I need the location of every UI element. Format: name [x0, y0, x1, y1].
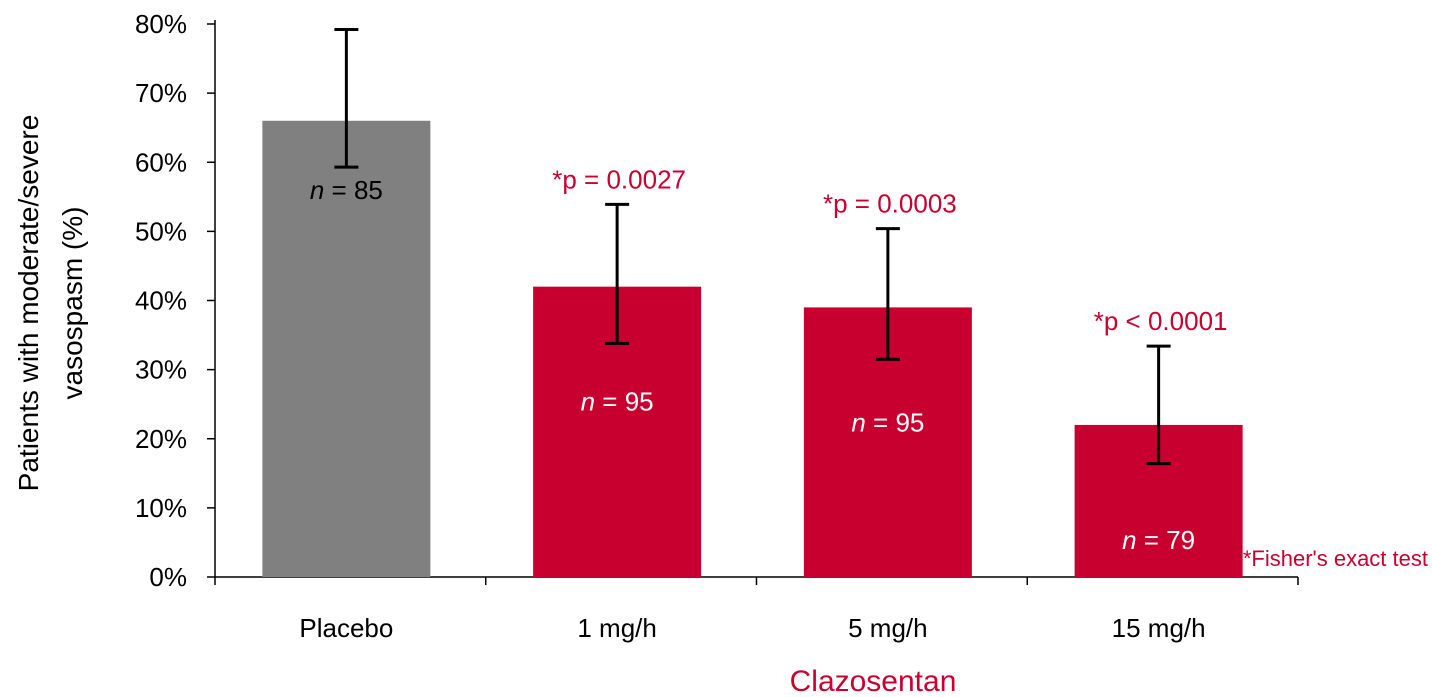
n-value: = 85 — [324, 175, 383, 205]
p-value-label: *p < 0.0001 — [1094, 306, 1228, 336]
category-label: 1 mg/h — [577, 613, 657, 643]
n-symbol: n — [581, 387, 595, 417]
n-value: = 95 — [595, 387, 654, 417]
bars — [262, 120, 1243, 578]
n-symbol: n — [310, 175, 324, 205]
sample-size-label: n = 95 — [851, 407, 924, 437]
y-tick-label: 50% — [135, 216, 187, 246]
sample-size-label: n = 85 — [310, 175, 383, 205]
y-tick-label: 70% — [135, 78, 187, 108]
category-label: 5 mg/h — [848, 613, 928, 643]
y-tick-label: 60% — [135, 147, 187, 177]
n-value: = 79 — [1137, 525, 1196, 555]
y-tick-label: 30% — [135, 355, 187, 385]
error-bars — [334, 28, 1171, 466]
y-tick-label: 10% — [135, 493, 187, 523]
y-axis-label-line2: vasospasm (%) — [57, 207, 88, 400]
y-axis-label-line1: Patients with moderate/severe — [13, 115, 44, 492]
n-symbol: n — [851, 407, 865, 437]
y-tick-label: 80% — [135, 9, 187, 39]
group-label: Clazosentan — [790, 665, 957, 697]
axes: 0% 10% 20% 30% 40% 50% 60% 70% 80% — [135, 9, 1299, 592]
p-value-label: *p = 0.0027 — [552, 164, 686, 194]
bar — [262, 120, 431, 578]
labels: Placebo n = 85 1 mg/h n = 95 *p = 0.0027 5 mg… — [299, 164, 1227, 643]
y-tick-label: 40% — [135, 286, 187, 316]
sample-size-label: n = 79 — [1122, 525, 1195, 555]
footnote: *Fisher's exact test — [1243, 546, 1428, 571]
p-value-label: *p = 0.0003 — [823, 189, 957, 219]
n-symbol: n — [1122, 525, 1136, 555]
n-value: = 95 — [866, 407, 925, 437]
y-tick-label: 20% — [135, 424, 187, 454]
sample-size-label: n = 95 — [581, 387, 654, 417]
category-label: 15 mg/h — [1112, 613, 1206, 643]
category-label: Placebo — [299, 613, 393, 643]
y-tick-label: 0% — [149, 562, 187, 592]
